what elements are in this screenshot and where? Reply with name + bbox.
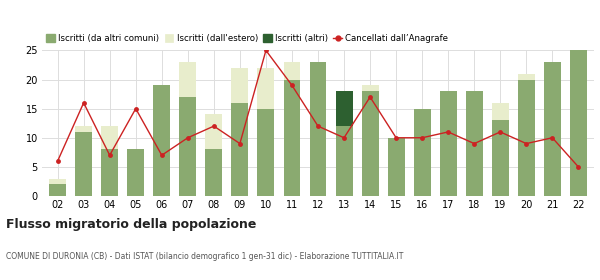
Bar [362, 85, 379, 91]
Bar [284, 80, 301, 196]
Bar [232, 68, 248, 103]
Bar [284, 62, 301, 80]
Bar [127, 150, 144, 196]
Bar [179, 97, 196, 196]
Bar [362, 91, 379, 196]
Bar [179, 62, 196, 97]
Bar [570, 50, 587, 196]
Bar [492, 103, 509, 120]
Legend: Iscritti (da altri comuni), Iscritti (dall'estero), Iscritti (altri), Cancellati: Iscritti (da altri comuni), Iscritti (da… [46, 34, 448, 43]
Bar [388, 138, 404, 196]
Bar [232, 103, 248, 196]
Bar [518, 80, 535, 196]
Bar [75, 132, 92, 196]
Bar [75, 126, 92, 132]
Bar [49, 179, 66, 184]
Bar [101, 150, 118, 196]
Text: COMUNE DI DURONIA (CB) - Dati ISTAT (bilancio demografico 1 gen-31 dic) - Elabor: COMUNE DI DURONIA (CB) - Dati ISTAT (bil… [6, 252, 403, 261]
Bar [154, 85, 170, 196]
Bar [49, 184, 66, 196]
Bar [310, 62, 326, 196]
Bar [205, 115, 223, 150]
Bar [257, 68, 274, 109]
Bar [101, 126, 118, 150]
Bar [335, 91, 353, 126]
Bar [492, 120, 509, 196]
Bar [518, 74, 535, 80]
Bar [257, 109, 274, 196]
Bar [335, 126, 353, 196]
Bar [466, 91, 482, 196]
Bar [205, 150, 223, 196]
Text: Flusso migratorio della popolazione: Flusso migratorio della popolazione [6, 218, 256, 231]
Bar [544, 62, 561, 196]
Bar [440, 91, 457, 196]
Bar [413, 109, 431, 196]
